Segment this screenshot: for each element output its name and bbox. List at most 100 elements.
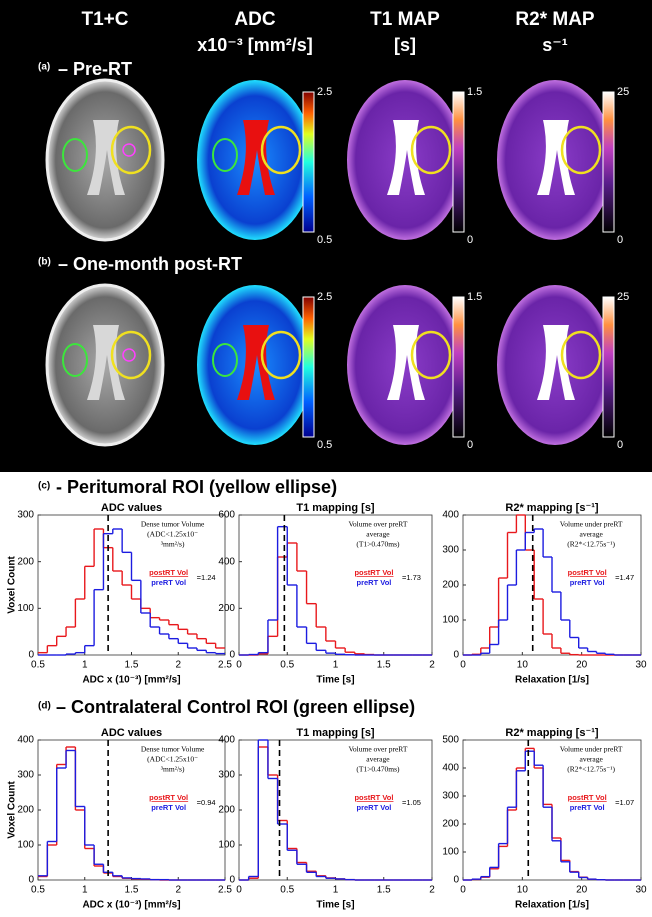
row-label: (a) <box>38 62 50 73</box>
colorbar-min: 0 <box>617 439 623 451</box>
y-tick-label: 100 <box>218 840 235 851</box>
colorbar <box>302 296 315 438</box>
annotation: Volume under preRT <box>560 745 623 754</box>
annotation: average <box>579 530 603 539</box>
annotation: ³mm²/s) <box>161 765 185 774</box>
x-tick-label: 20 <box>576 660 588 671</box>
column-title: R2* MAP <box>515 9 595 30</box>
y-tick-label: 0 <box>453 650 459 661</box>
x-tick-label: 10 <box>517 660 529 671</box>
ratio-series-name: preRT Vol <box>151 578 186 587</box>
peritumoral-roi <box>410 330 452 380</box>
ratio-series-name: postRT Vol <box>149 793 188 802</box>
section-label: (c) <box>38 481 50 492</box>
x-tick-label: 2.5 <box>218 885 232 896</box>
ratio-series-name: postRT Vol <box>354 793 393 802</box>
colorbar-max: 25 <box>617 291 629 303</box>
peritumoral-roi <box>560 125 602 175</box>
x-tick-label: 0.5 <box>31 885 45 896</box>
ratio-value: =1.73 <box>402 573 421 582</box>
y-tick-label: 0 <box>453 875 459 886</box>
x-tick-label: 1 <box>333 660 339 671</box>
colorbar <box>302 91 315 233</box>
y-tick-label: 400 <box>442 763 459 774</box>
x-axis-label: Time [s] <box>316 900 354 911</box>
annotation: Volume over preRT <box>348 745 407 754</box>
column-unit: s⁻¹ <box>542 35 568 55</box>
colorbar <box>602 91 615 233</box>
ratio-series-name: preRT Vol <box>357 578 392 587</box>
y-tick-label: 200 <box>442 580 459 591</box>
row-title: – Pre-RT <box>58 59 132 79</box>
x-tick-label: 0.5 <box>280 885 294 896</box>
colorbar-min: 0 <box>467 439 473 451</box>
colorbar-min: 0 <box>617 234 623 246</box>
y-tick-label: 0 <box>229 650 235 661</box>
ratio-value: =1.07 <box>615 798 634 807</box>
x-axis-label: ADC x (10⁻³) [mm²/s] <box>82 675 180 686</box>
section-label: (d) <box>38 701 51 712</box>
tumor-roi <box>122 348 136 362</box>
ratio-series-name: postRT Vol <box>149 568 188 577</box>
y-tick-label: 100 <box>17 603 34 614</box>
y-tick-label: 200 <box>218 805 235 816</box>
control-roi <box>212 343 238 377</box>
y-tick-label: 100 <box>442 615 459 626</box>
annotation: (ADC<1.25x10⁻ <box>147 530 198 539</box>
row-label: (b) <box>38 257 51 268</box>
annotation: average <box>366 530 390 539</box>
y-tick-label: 300 <box>17 770 34 781</box>
colorbar-max: 1.5 <box>467 86 482 98</box>
ratio-series-name: preRT Vol <box>151 803 186 812</box>
y-tick-label: 0 <box>229 875 235 886</box>
annotation: Volume over preRT <box>348 520 407 529</box>
y-tick-label: 300 <box>442 791 459 802</box>
y-tick-label: 400 <box>218 556 235 567</box>
annotation: (T1>0.470ms) <box>356 540 400 549</box>
colorbar <box>602 296 615 438</box>
x-tick-label: 0 <box>236 885 242 896</box>
colorbar <box>452 296 465 438</box>
column-title: ADC <box>234 9 275 30</box>
x-tick-label: 1 <box>82 660 88 671</box>
y-tick-label: 0 <box>28 875 34 886</box>
ratio-series-name: postRT Vol <box>568 793 607 802</box>
x-tick-label: 1.5 <box>377 660 391 671</box>
y-tick-label: 400 <box>442 510 459 521</box>
y-tick-label: 300 <box>218 770 235 781</box>
peritumoral-roi <box>560 330 602 380</box>
ratio-value: =1.47 <box>615 573 634 582</box>
x-axis-label: Relaxation [1/s] <box>515 900 589 911</box>
colorbar-min: 0.5 <box>317 439 332 451</box>
y-axis-label: Voxel Count <box>7 781 18 839</box>
y-tick-label: 200 <box>17 556 34 567</box>
plot-area <box>238 514 433 656</box>
y-axis-label: Voxel Count <box>7 556 18 614</box>
annotation: (ADC<1.25x10⁻ <box>147 755 198 764</box>
chart-title: R2* mapping [s⁻¹] <box>505 502 599 514</box>
tumor-roi <box>122 143 136 157</box>
column-title: T1+C <box>82 9 129 30</box>
y-tick-label: 0 <box>28 650 34 661</box>
x-tick-label: 1.5 <box>125 660 139 671</box>
control-roi <box>62 138 88 172</box>
chart-title: T1 mapping [s] <box>296 727 375 739</box>
column-unit: x10⁻³ [mm²/s] <box>197 35 313 55</box>
row-title: – One-month post-RT <box>58 254 242 274</box>
ratio-value: =0.94 <box>197 798 216 807</box>
column-title: T1 MAP <box>370 9 440 30</box>
colorbar-min: 0 <box>467 234 473 246</box>
annotation: (T1>0.470ms) <box>356 765 400 774</box>
section-title: - Peritumoral ROI (yellow ellipse) <box>56 477 337 497</box>
x-tick-label: 1.5 <box>377 885 391 896</box>
x-tick-label: 30 <box>635 885 647 896</box>
y-tick-label: 100 <box>442 847 459 858</box>
colorbar-max: 2.5 <box>317 291 332 303</box>
control-roi <box>212 138 238 172</box>
annotation: ³mm²/s) <box>161 540 185 549</box>
x-tick-label: 2 <box>429 885 435 896</box>
x-tick-label: 2 <box>175 885 181 896</box>
peritumoral-roi <box>260 330 302 380</box>
